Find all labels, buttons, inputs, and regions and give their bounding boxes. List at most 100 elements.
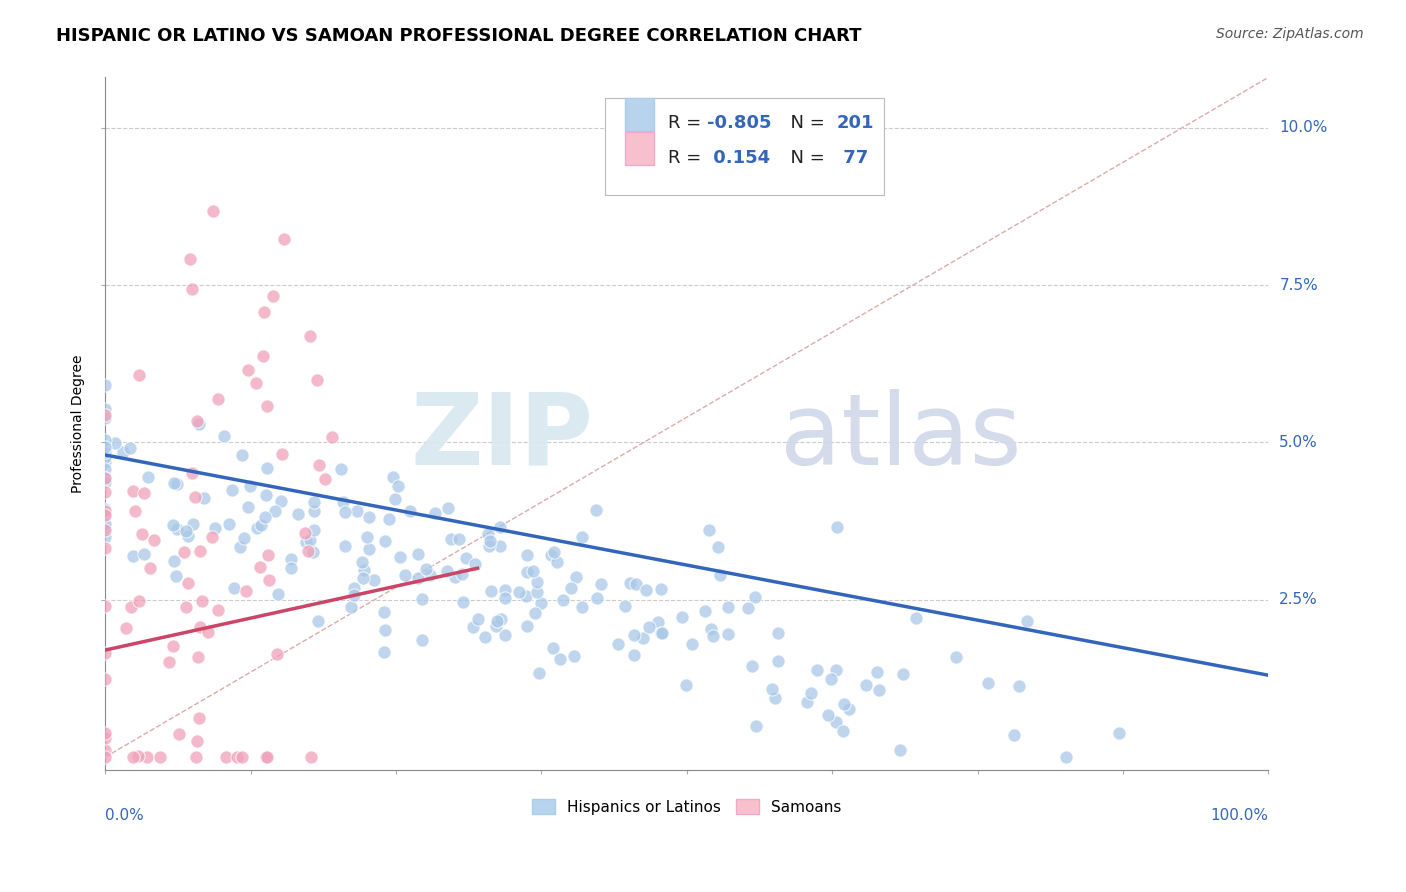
Point	[744, 590, 766, 604]
Text: N =: N =	[779, 149, 830, 167]
Point	[157, 656, 180, 670]
Point	[94, 378, 117, 392]
Point	[824, 715, 846, 730]
Point	[693, 604, 716, 618]
Point	[388, 549, 411, 564]
Point	[94, 508, 117, 523]
Point	[1002, 728, 1025, 742]
Point	[112, 445, 135, 459]
Point	[489, 611, 512, 625]
Point	[374, 624, 396, 638]
Point	[463, 557, 485, 571]
Point	[378, 512, 401, 526]
Point	[408, 547, 430, 561]
Point	[236, 363, 259, 377]
Text: Source: ZipAtlas.com: Source: ZipAtlas.com	[1216, 27, 1364, 41]
Point	[411, 633, 433, 648]
Point	[280, 552, 302, 566]
Point	[294, 526, 316, 541]
Point	[436, 564, 458, 578]
Point	[516, 548, 538, 562]
Point	[222, 581, 245, 595]
Point	[488, 520, 510, 534]
Point	[302, 494, 325, 508]
Point	[526, 574, 548, 589]
Point	[181, 467, 204, 481]
Point	[489, 539, 512, 553]
Point	[162, 639, 184, 653]
Point	[162, 517, 184, 532]
Point	[394, 568, 416, 582]
Point	[479, 584, 502, 599]
Point	[94, 672, 117, 686]
Point	[650, 582, 672, 596]
Point	[256, 460, 278, 475]
Point	[356, 530, 378, 544]
Point	[474, 631, 496, 645]
Point	[259, 573, 281, 587]
Point	[494, 591, 516, 606]
Point	[357, 509, 380, 524]
Point	[218, 516, 240, 531]
Point	[280, 561, 302, 575]
Point	[232, 531, 254, 545]
Point	[891, 666, 914, 681]
Point	[308, 458, 330, 472]
Point	[186, 414, 208, 428]
Text: 10.0%: 10.0%	[1279, 120, 1327, 136]
Point	[94, 455, 117, 469]
Point	[508, 585, 530, 599]
Point	[352, 555, 374, 569]
Point	[607, 637, 630, 651]
Point	[238, 500, 260, 514]
Point	[270, 494, 292, 508]
Text: 0.154: 0.154	[707, 149, 769, 167]
Point	[651, 626, 673, 640]
Point	[162, 554, 184, 568]
Point	[122, 549, 145, 563]
Point	[121, 484, 143, 499]
Point	[128, 594, 150, 608]
Point	[183, 516, 205, 531]
Point	[766, 625, 789, 640]
Point	[516, 619, 538, 633]
Point	[353, 571, 375, 585]
Point	[717, 599, 740, 614]
FancyBboxPatch shape	[626, 132, 654, 165]
Text: 201: 201	[837, 114, 875, 132]
Point	[239, 479, 262, 493]
Point	[737, 601, 759, 615]
Point	[94, 475, 117, 489]
Point	[94, 445, 117, 459]
Point	[889, 743, 911, 757]
Text: 0.0%: 0.0%	[105, 808, 145, 823]
Point	[184, 750, 207, 764]
Point	[191, 593, 214, 607]
Point	[188, 544, 211, 558]
Point	[127, 749, 149, 764]
Point	[333, 540, 356, 554]
Point	[866, 665, 889, 680]
Point	[177, 575, 200, 590]
Point	[132, 547, 155, 561]
Point	[136, 469, 159, 483]
Point	[94, 471, 117, 485]
Point	[868, 682, 890, 697]
Point	[124, 504, 146, 518]
Point	[184, 490, 207, 504]
Point	[204, 520, 226, 534]
Point	[94, 441, 117, 455]
Point	[225, 750, 247, 764]
Point	[387, 479, 409, 493]
Point	[104, 436, 127, 450]
Point	[287, 507, 309, 521]
Point	[831, 723, 853, 738]
Point	[486, 615, 509, 629]
Point	[299, 750, 322, 764]
Point	[231, 448, 253, 462]
Point	[295, 535, 318, 549]
Point	[800, 685, 823, 699]
Point	[945, 649, 967, 664]
Point	[167, 727, 190, 741]
Point	[297, 544, 319, 558]
